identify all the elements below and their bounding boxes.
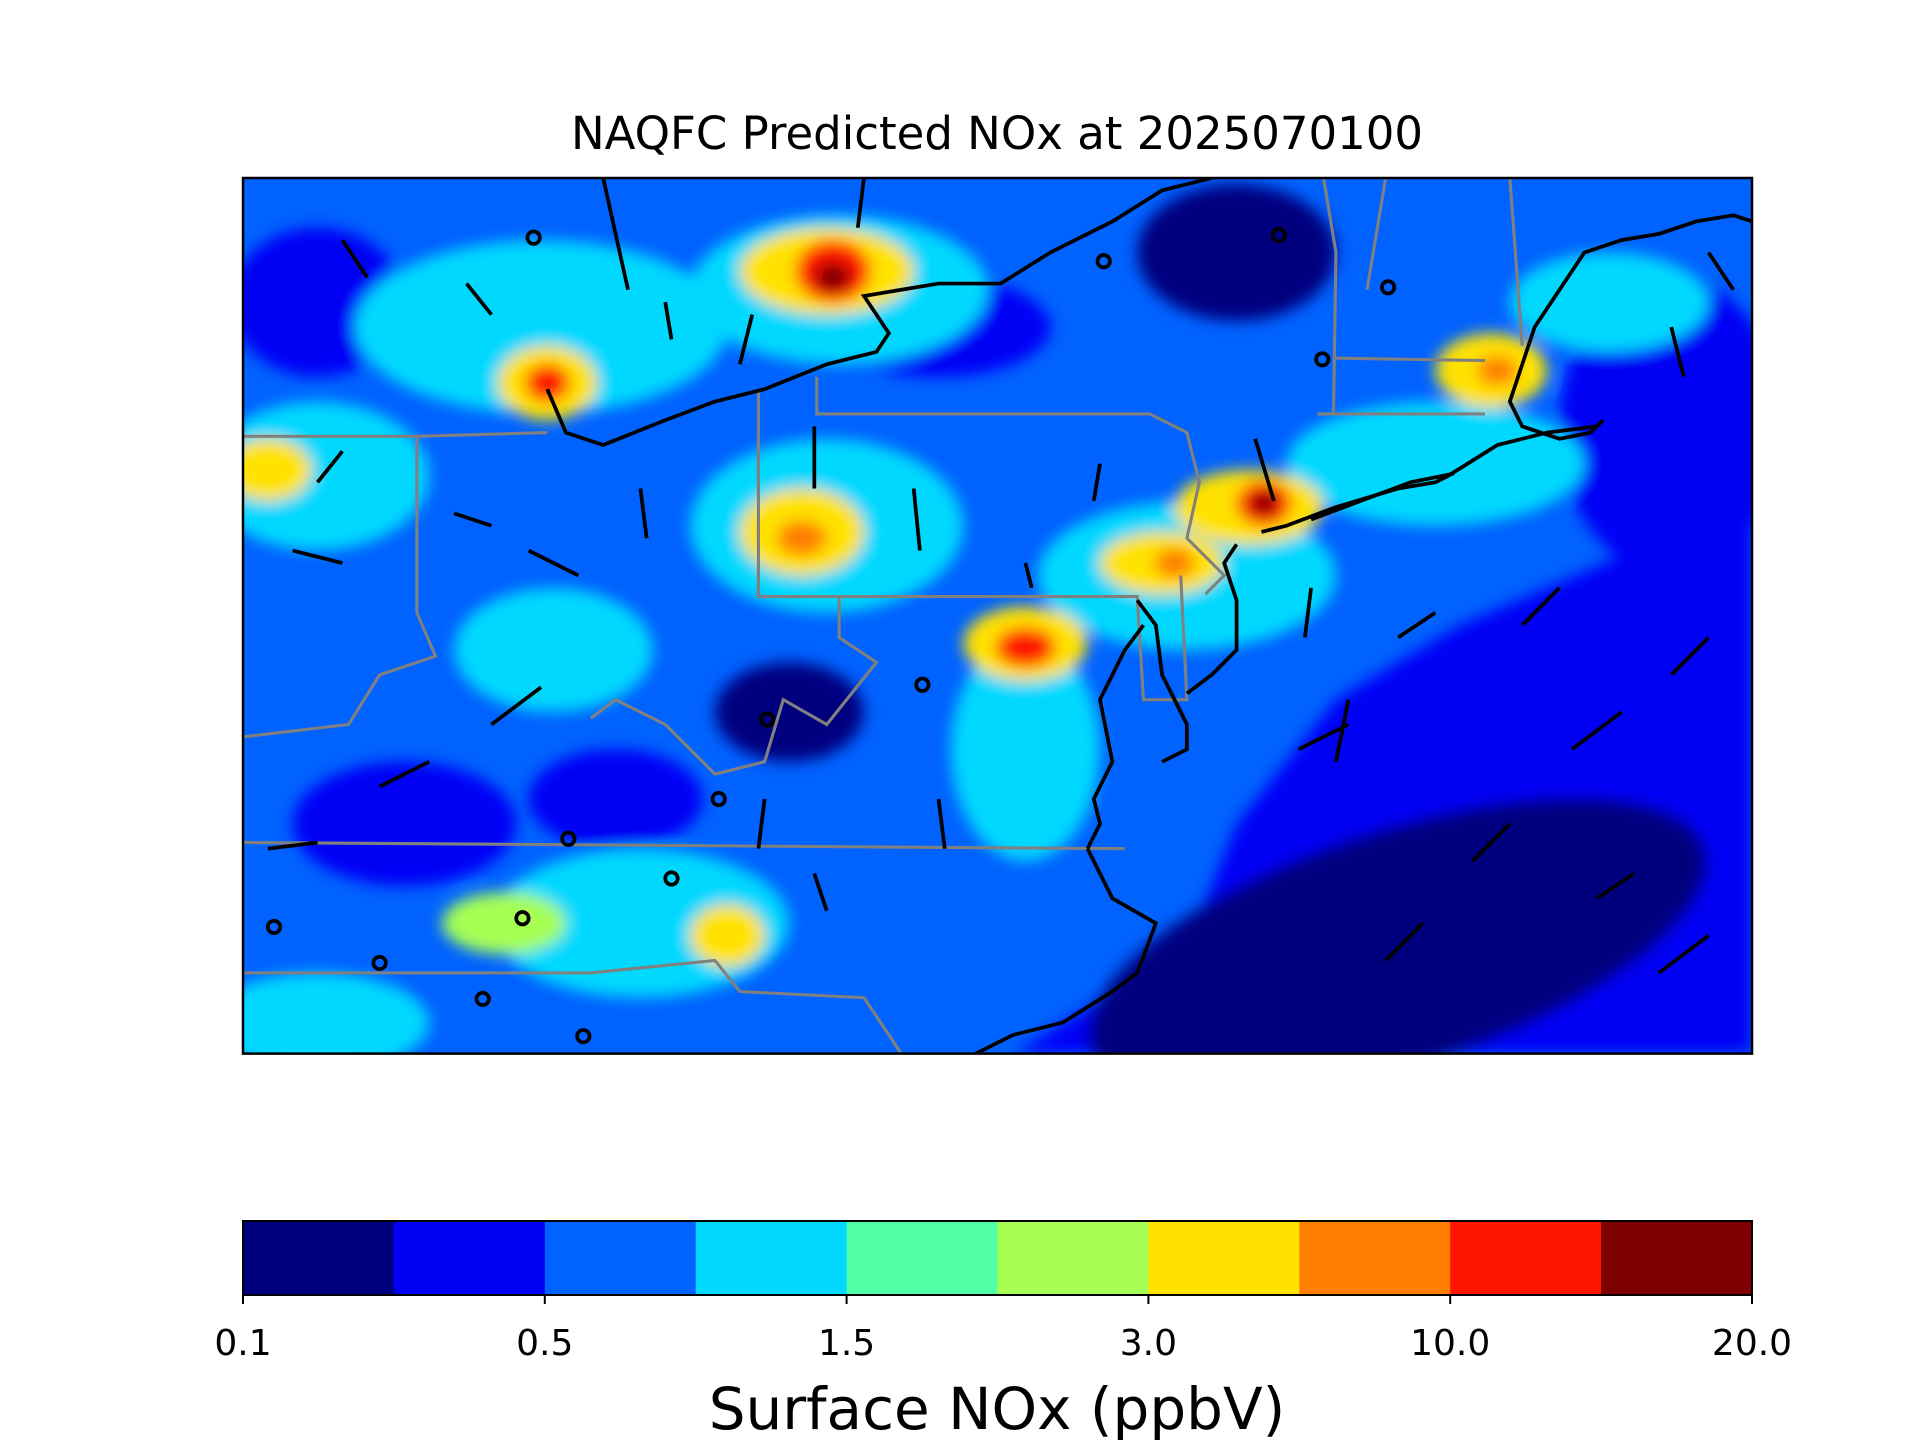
colorbar-segment bbox=[846, 1221, 998, 1295]
colorbar-tick-label: 1.5 bbox=[818, 1323, 875, 1364]
nox-field bbox=[243, 178, 1753, 1054]
colorbar-segment bbox=[695, 1221, 848, 1295]
colorbar-tick-label: 20.0 bbox=[1712, 1323, 1792, 1364]
colorbar-segment bbox=[1299, 1221, 1451, 1295]
colorbar-segment bbox=[393, 1221, 546, 1295]
colorbar-frame bbox=[242, 1220, 1753, 1296]
map-frame bbox=[241, 176, 1754, 1055]
colorbar-tick-label: 0.1 bbox=[214, 1323, 271, 1364]
site-markers bbox=[265, 227, 1397, 1045]
colorbar-tick-label: 10.0 bbox=[1410, 1323, 1490, 1364]
map-title: NAQFC Predicted NOx at 2025070100 bbox=[571, 107, 1423, 160]
colorbar-segment bbox=[243, 1221, 395, 1295]
coastlines bbox=[545, 178, 1753, 1054]
colorbar-tick-label: 0.5 bbox=[516, 1323, 573, 1364]
map bbox=[241, 176, 1754, 1055]
colorbar-segment bbox=[1601, 1221, 1753, 1295]
colorbar-segment bbox=[544, 1221, 697, 1295]
colorbar-tick-label: 3.0 bbox=[1120, 1323, 1177, 1364]
colorbar-segment bbox=[1450, 1221, 1602, 1295]
colorbar-segment bbox=[997, 1221, 1149, 1295]
colorbar-segment bbox=[1148, 1221, 1300, 1295]
state-borders bbox=[243, 178, 1524, 1054]
wind-barbs bbox=[267, 178, 1735, 975]
colorbar-label: Surface NOx (ppbV) bbox=[709, 1375, 1286, 1440]
colorbar: 0.1 0.5 1.5 3.0 10.0 20.0 bbox=[214, 1220, 1792, 1364]
